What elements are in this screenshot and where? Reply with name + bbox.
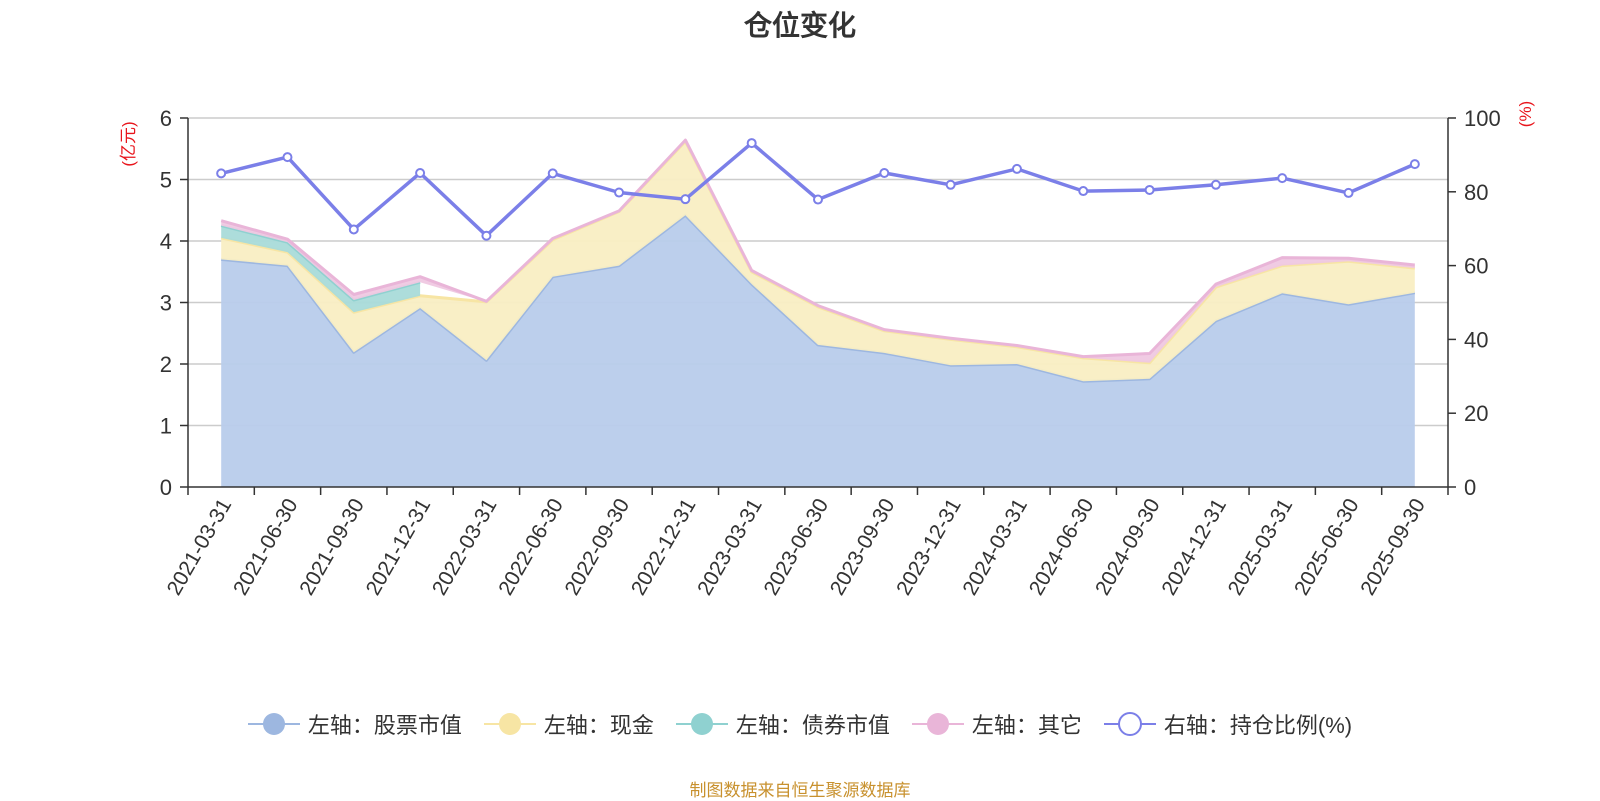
position-ratio-point [879,167,890,178]
right-axis-title: (%) [1516,101,1535,127]
legend-swatch-icon [247,713,300,735]
left-axis-tick-label: 0 [160,475,172,500]
x-axis-tick-label: 2025-09-30 [1356,495,1430,600]
x-axis-tick-label: 2024-06-30 [1025,495,1099,600]
legend-label: 左轴：股票市值 [307,713,462,738]
legend-label: 左轴：现金 [543,713,654,738]
x-axis-tick-label: 2022-03-31 [428,495,502,600]
position-ratio-point [348,224,359,235]
legend-swatch-icon [911,713,964,735]
right-axis-tick-label: 20 [1464,401,1488,426]
right-axis-tick-label: 0 [1464,475,1476,500]
left-axis-tick-label: 6 [160,106,172,131]
x-axis-tick-label: 2023-03-31 [693,495,767,600]
x-axis-tick-label: 2022-09-30 [561,495,635,600]
position-ratio-point [680,194,691,205]
position-ratio-line [220,141,1416,238]
legend-label: 左轴：其它 [971,713,1082,738]
area-edge-series-4 [220,138,1415,359]
legend-item[interactable]: 右轴：持仓比例(%) [1103,708,1353,740]
x-axis-tick-label: 2023-06-30 [760,495,834,600]
x-axis-tick-label: 2024-03-31 [958,495,1032,600]
position-ratio-point [1144,184,1155,195]
x-axis-tick-label: 2021-12-31 [362,495,436,600]
chart-title: 仓位变化 [743,10,856,41]
x-axis-tick-label: 2024-12-31 [1157,495,1231,600]
position-ratio-point [216,168,227,179]
position-ratio-point [1011,163,1022,174]
right-axis-tick-label: 60 [1464,254,1488,279]
left-axis-tick-label: 4 [160,229,172,254]
position-ratio-point [547,168,558,179]
position-ratio-point [481,230,492,241]
right-axis-tick-label: 40 [1464,327,1488,352]
position-ratio-point [1409,159,1420,170]
right-axis-tick-label: 100 [1464,106,1501,131]
position-ratio-point [813,194,823,205]
position-ratio-point [746,138,757,149]
legend-label: 左轴：债券市值 [735,713,890,738]
legend-item[interactable]: 左轴：其它 [911,708,1082,740]
legend-item[interactable]: 左轴：股票市值 [247,708,462,740]
x-axis-tick-label: 2024-09-30 [1091,495,1165,600]
legend-swatch-icon [675,713,728,735]
data-source-note: 制图数据来自恒生聚源数据库 [689,781,911,800]
x-axis-tick-label: 2021-03-31 [163,495,237,600]
legend-swatch-icon [1103,712,1156,736]
area-series-3 [221,225,421,313]
left-axis-title: (亿元) [119,121,138,166]
x-axis-tick-label: 2021-06-30 [229,495,303,600]
left-axis-tick-label: 2 [160,352,172,377]
legend-item[interactable]: 左轴：现金 [483,708,654,740]
x-axis-tick-label: 2023-09-30 [826,495,900,600]
position-ratio-point [614,187,625,198]
position-ratio-point [1078,186,1089,197]
x-axis-tick-label: 2025-06-30 [1290,495,1364,600]
position-ratio-point [1210,179,1221,190]
position-ratio-point [1277,173,1288,184]
x-axis-tick-label: 2022-12-31 [627,495,701,600]
position-ratio-point [945,179,956,190]
position-ratio-point [282,152,293,163]
position-ratio-point [415,167,426,178]
area-series-2 [221,141,1415,382]
left-axis-tick-label: 5 [160,168,172,193]
legend-label: 右轴：持仓比例(%) [1163,713,1353,738]
legend-swatch-icon [483,713,536,735]
right-axis-tick-label: 80 [1464,180,1488,205]
left-axis-tick-label: 1 [160,414,172,439]
legend-item[interactable]: 左轴：债券市值 [675,708,890,740]
position-ratio-point [1343,187,1354,198]
x-axis-tick-label: 2022-06-30 [494,495,568,600]
x-axis-tick-label: 2021-09-30 [295,495,369,600]
x-axis-tick-label: 2025-03-31 [1224,495,1298,600]
x-axis-tick-label: 2023-12-31 [892,495,966,600]
chart-legend: 左轴：股票市值 左轴：现金 左轴：债券市值 左轴：其它 右轴：持仓比例(%) [0,708,1600,740]
left-axis-tick-label: 3 [160,291,172,316]
area-series-1 [221,215,1415,487]
